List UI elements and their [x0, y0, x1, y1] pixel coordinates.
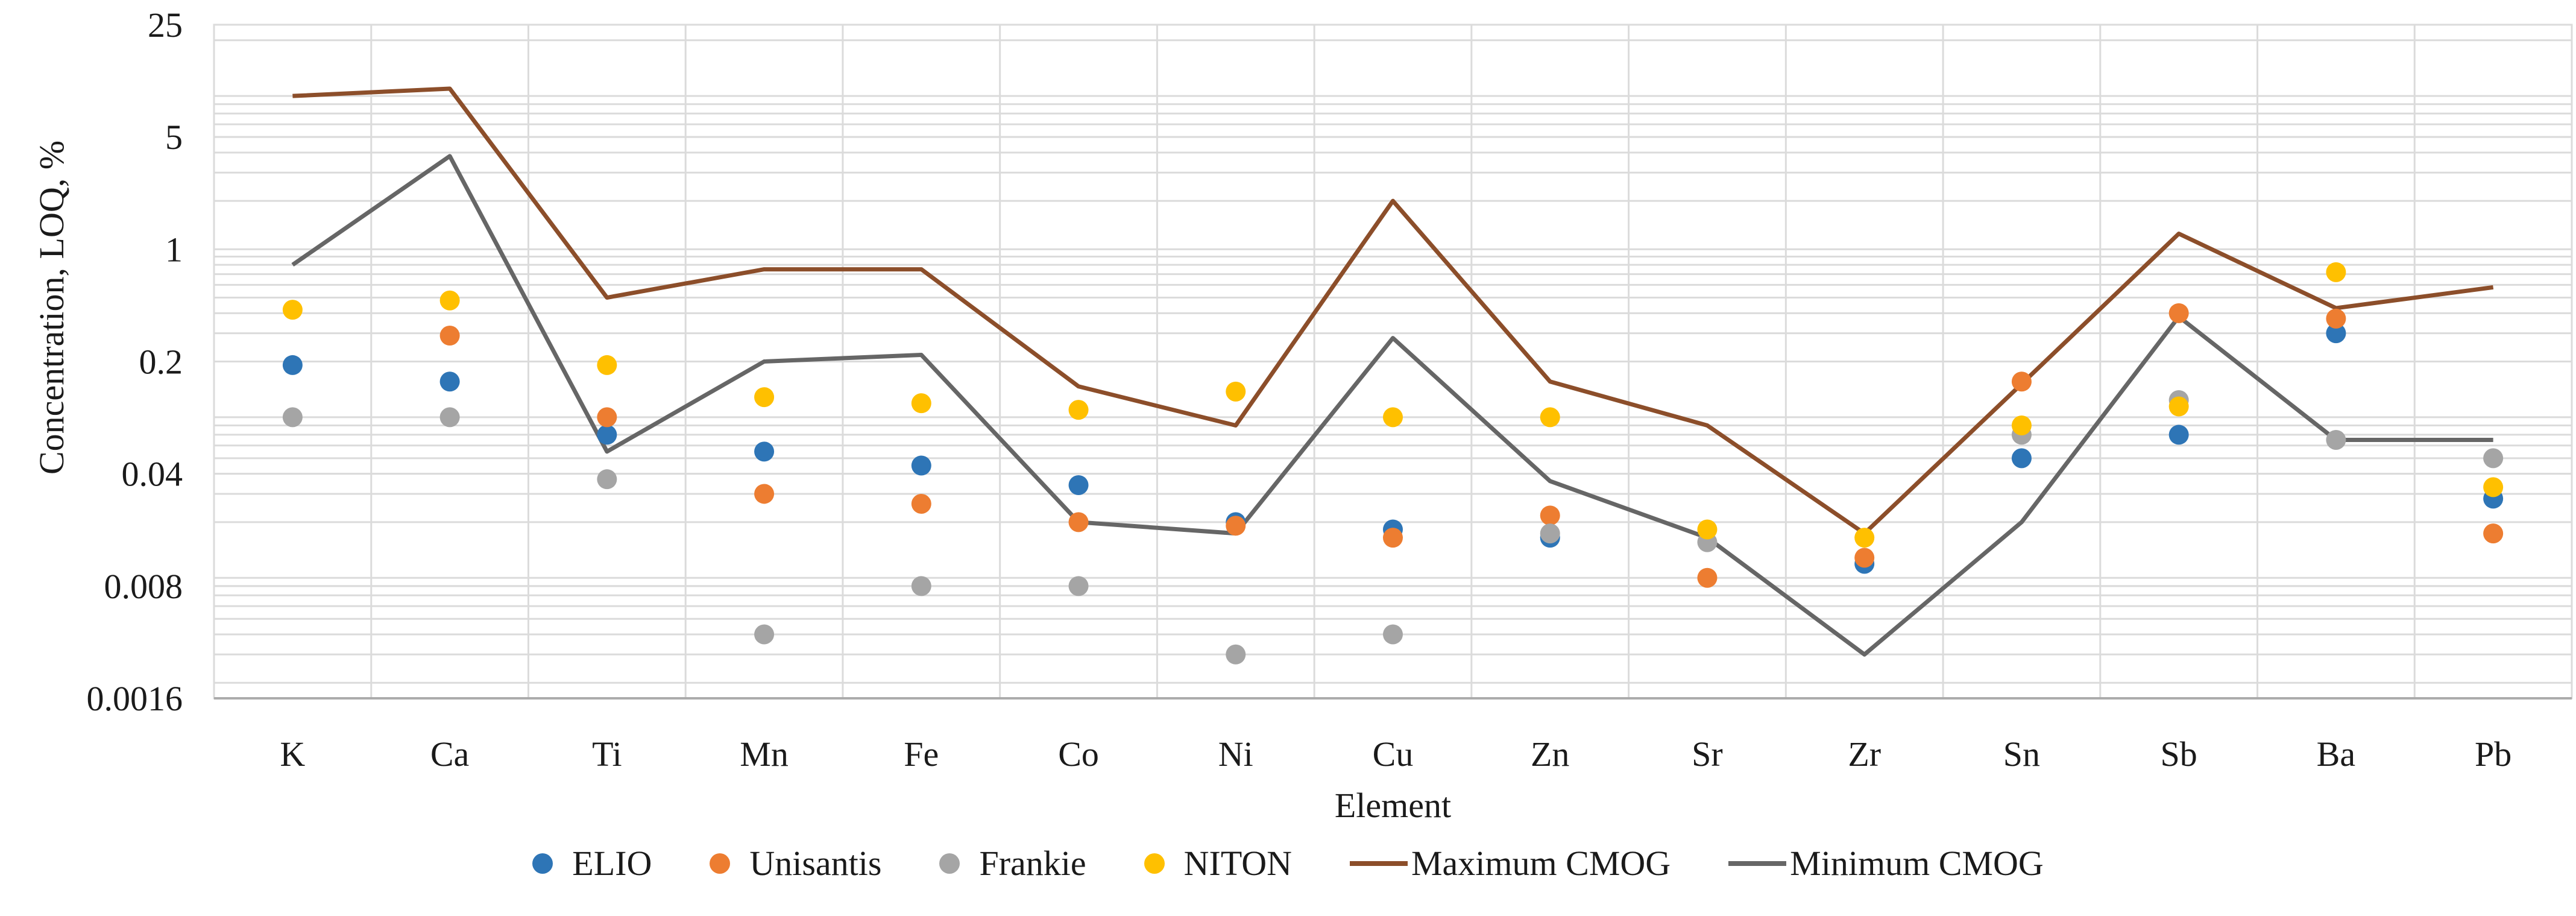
data-point-unisantis-ti — [597, 407, 617, 428]
data-point-niton-co — [1068, 400, 1089, 420]
data-point-frankie-ba — [2326, 430, 2346, 450]
x-category-label-fe: Fe — [904, 734, 939, 774]
data-point-niton-k — [282, 300, 303, 320]
data-point-unisantis-sb — [2168, 303, 2189, 323]
data-point-niton-sr — [1697, 519, 1718, 540]
data-point-niton-mn — [754, 387, 775, 408]
data-point-elio-sb — [2168, 425, 2189, 445]
data-point-unisantis-mn — [754, 484, 775, 504]
y-tick-label: 5 — [165, 118, 183, 157]
y-axis-title: Concentration, LOQ, % — [32, 140, 71, 475]
data-point-niton-pb — [2483, 477, 2504, 497]
data-point-frankie-pb — [2483, 448, 2504, 469]
x-category-label-pb: Pb — [2475, 734, 2511, 774]
data-point-unisantis-sr — [1697, 567, 1718, 588]
x-category-label-zr: Zr — [1848, 734, 1881, 774]
x-category-label-cu: Cu — [1373, 734, 1414, 774]
y-tick-label: 1 — [165, 230, 183, 269]
data-point-niton-ni — [1226, 381, 1246, 402]
data-point-frankie-ni — [1226, 644, 1246, 665]
data-point-niton-zn — [1540, 407, 1560, 428]
data-point-niton-ti — [597, 355, 617, 375]
y-tick-label: 0.0016 — [87, 679, 183, 718]
data-point-frankie-zn — [1540, 523, 1560, 544]
data-point-elio-sn — [2011, 448, 2032, 469]
data-point-frankie-co — [1068, 576, 1089, 596]
data-point-unisantis-pb — [2483, 523, 2504, 544]
legend: ELIO Unisantis Frankie NITON Maximum CMOG Min… — [0, 843, 2576, 883]
legend-dot-swatch — [939, 853, 960, 874]
legend-item-maximum-cmog: Maximum CMOG — [1349, 843, 1671, 883]
x-category-label-ti: Ti — [592, 734, 622, 774]
data-point-frankie-mn — [754, 624, 775, 645]
x-axis-title: Element — [1334, 786, 1452, 825]
x-axis-category-labels: K Ca Ti Mn Fe Co Ni Cu Zn Sr Zr Sn Sb Ba Pb — [280, 734, 2511, 774]
data-point-frankie-cu — [1383, 624, 1403, 645]
data-point-unisantis-zr — [1854, 548, 1875, 568]
data-point-niton-sb — [2168, 396, 2189, 417]
data-point-elio-co — [1068, 475, 1089, 495]
x-category-label-ba: Ba — [2317, 734, 2355, 774]
legend-dot-swatch — [532, 853, 553, 874]
series-line-minimum-cmog — [291, 154, 2493, 657]
data-point-elio-ca — [439, 371, 460, 392]
legend-line-swatch — [1728, 861, 1787, 866]
x-category-label-ca: Ca — [430, 734, 469, 774]
data-point-frankie-k — [282, 407, 303, 428]
data-point-elio-fe — [911, 455, 931, 476]
data-point-elio-k — [282, 355, 303, 375]
legend-item-unisantis: Unisantis — [710, 843, 881, 883]
y-axis-tick-labels: 25 5 1 0.2 0.04 0.008 0.0016 — [87, 5, 183, 718]
data-point-unisantis-zn — [1540, 505, 1560, 526]
y-tick-label: 0.008 — [104, 567, 183, 606]
data-point-niton-ba — [2326, 262, 2346, 282]
legend-item-minimum-cmog: Minimum CMOG — [1728, 843, 2044, 883]
legend-item-frankie: Frankie — [939, 843, 1086, 883]
x-category-label-zn: Zn — [1531, 734, 1569, 774]
legend-label: Minimum CMOG — [1790, 844, 2044, 883]
x-category-label-sr: Sr — [1692, 734, 1723, 774]
legend-dot-swatch — [710, 853, 731, 874]
x-category-label-k: K — [280, 734, 305, 774]
x-category-label-mn: Mn — [740, 734, 789, 774]
data-point-unisantis-ca — [439, 326, 460, 346]
data-point-unisantis-sn — [2011, 371, 2032, 392]
x-category-label-sn: Sn — [2003, 734, 2040, 774]
data-point-elio-ti — [597, 425, 617, 445]
data-point-elio-mn — [754, 441, 775, 462]
legend-dot-swatch — [1144, 853, 1165, 874]
data-point-unisantis-ba — [2326, 308, 2346, 329]
y-tick-label: 0.04 — [122, 455, 183, 494]
y-tick-label: 0.2 — [139, 343, 183, 382]
legend-line-swatch — [1349, 861, 1408, 866]
series-line-maximum-cmog — [292, 86, 2494, 536]
x-category-label-co: Co — [1058, 734, 1099, 774]
data-point-frankie-fe — [911, 576, 931, 596]
legend-label: Maximum CMOG — [1411, 844, 1671, 883]
data-point-niton-ca — [439, 290, 460, 311]
legend-label: Frankie — [979, 844, 1086, 883]
data-point-unisantis-co — [1068, 512, 1089, 532]
data-point-niton-cu — [1383, 407, 1403, 428]
x-category-label-sb: Sb — [2161, 734, 2197, 774]
legend-label: NITON — [1183, 844, 1292, 883]
legend-label: ELIO — [572, 844, 652, 883]
x-category-label-ni: Ni — [1218, 734, 1253, 774]
data-point-niton-fe — [911, 393, 931, 414]
data-point-niton-sn — [2011, 415, 2032, 435]
data-point-unisantis-ni — [1226, 516, 1246, 536]
y-tick-label: 25 — [148, 5, 183, 45]
data-point-unisantis-fe — [911, 493, 931, 514]
data-point-unisantis-cu — [1383, 528, 1403, 548]
data-point-frankie-ca — [439, 407, 460, 428]
data-point-niton-zr — [1854, 528, 1875, 548]
data-point-frankie-ti — [597, 469, 617, 490]
data-point-elio-ba — [2326, 323, 2346, 344]
gridlines — [213, 24, 2573, 700]
legend-item-niton: NITON — [1144, 843, 1292, 883]
legend-label: Unisantis — [749, 844, 882, 883]
legend-item-elio: ELIO — [532, 843, 652, 883]
